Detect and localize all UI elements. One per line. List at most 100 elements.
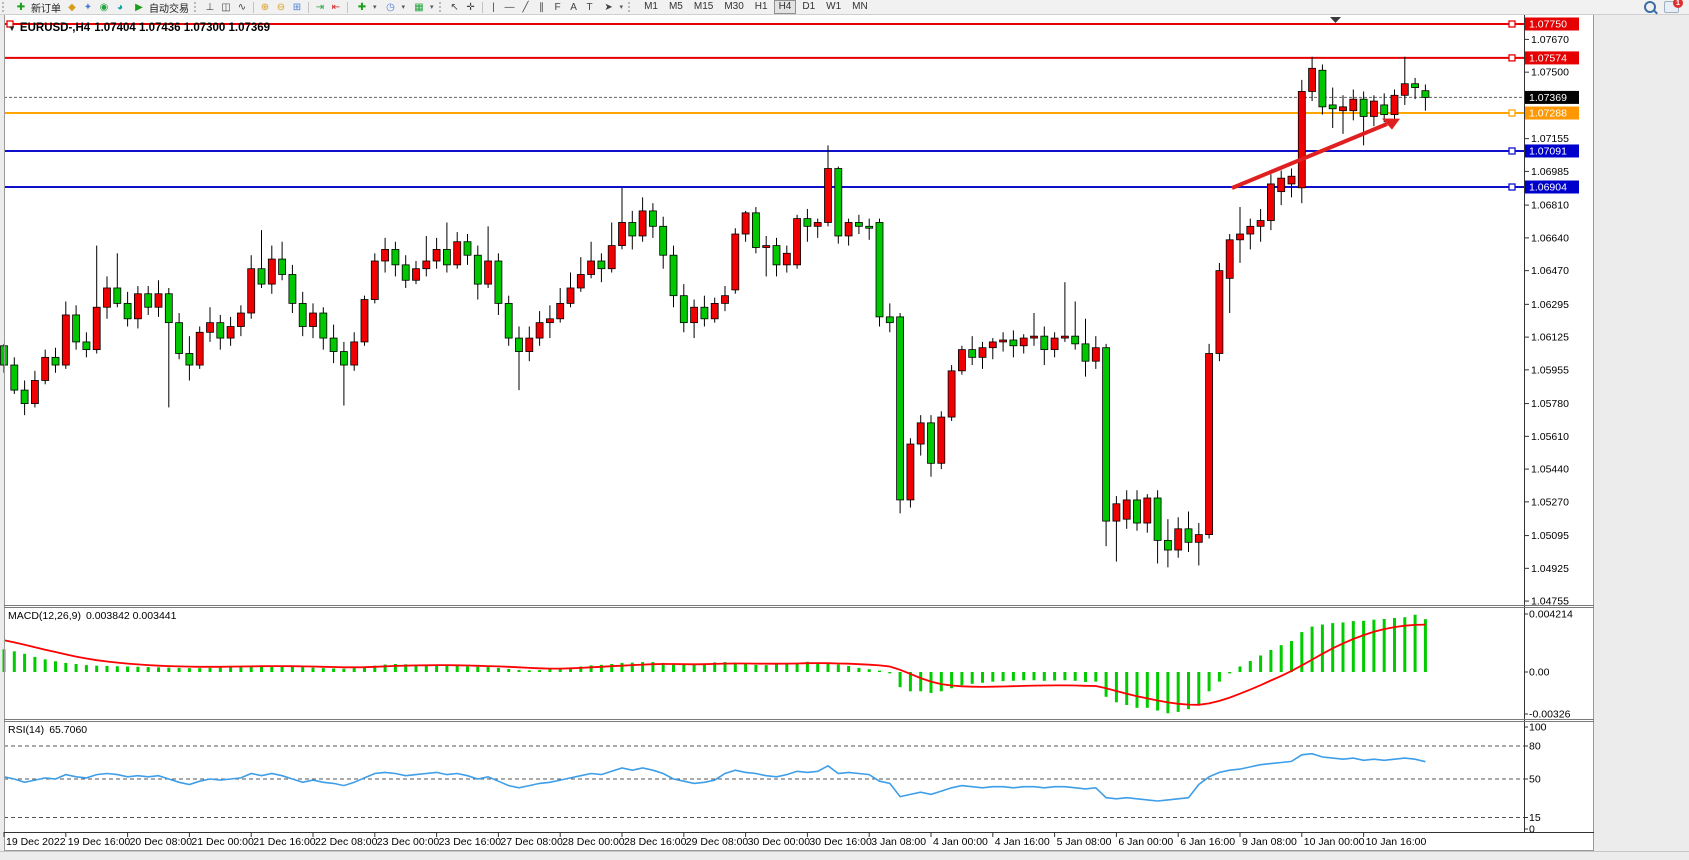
- autotrading-label: 自动交易: [149, 3, 189, 15]
- svg-text:1.06295: 1.06295: [1531, 299, 1569, 311]
- zoom-out-icon[interactable]: ⊖: [276, 1, 286, 13]
- svg-text:30 Dec 00:00: 30 Dec 00:00: [748, 836, 811, 848]
- time-axis: 19 Dec 2022 19 Dec 16:00 20 Dec 08:00 21 De…: [3, 832, 1427, 848]
- fibonacci-icon[interactable]: F: [554, 1, 561, 13]
- svg-text:1.04755: 1.04755: [1531, 596, 1569, 608]
- svg-text:1.05610: 1.05610: [1531, 431, 1569, 443]
- price-badges: 1.07750 1.07574 1.07369 1.07288 1.07091 1.069…: [1525, 17, 1579, 194]
- templates-button[interactable]: ▦ ▾: [408, 1, 437, 14]
- timeframe-mn[interactable]: MN: [852, 1, 868, 12]
- svg-text:4 Jan 00:00: 4 Jan 00:00: [933, 836, 988, 848]
- vertical-line-icon[interactable]: |: [492, 1, 495, 13]
- trendline-icon[interactable]: ╱: [522, 1, 529, 13]
- timeframe-w1[interactable]: W1: [826, 1, 842, 12]
- symbol-period-label: EURUSD-,H4: [19, 22, 91, 34]
- chevron-down-icon: ▾: [430, 4, 434, 11]
- svg-text:1.07369: 1.07369: [1529, 92, 1567, 104]
- tile-windows-icon[interactable]: ⊞: [292, 1, 302, 13]
- ohlc-values: 1.07404 1.07436 1.07300 1.07369: [94, 22, 271, 34]
- svg-text:1.07670: 1.07670: [1531, 34, 1569, 46]
- toolbar-grip[interactable]: [2, 2, 8, 12]
- svg-text:19 Dec 16:00: 19 Dec 16:00: [68, 836, 131, 848]
- bar-chart-icon[interactable]: ⊥: [205, 1, 215, 13]
- market-watch-icon[interactable]: ◆: [68, 1, 76, 13]
- svg-text:-0.00326: -0.00326: [1529, 709, 1571, 721]
- svg-text:3 Jan 08:00: 3 Jan 08:00: [871, 836, 926, 848]
- svg-text:5 Jan 08:00: 5 Jan 08:00: [1057, 836, 1112, 848]
- chart-title: ▼ EURUSD-,H4 1.07404 1.07436 1.07300 1.073…: [8, 22, 274, 34]
- timeframe-m5[interactable]: M5: [668, 1, 683, 12]
- auto-scroll-icon[interactable]: ⇥: [315, 1, 325, 13]
- svg-text:21 Dec 16:00: 21 Dec 16:00: [253, 836, 316, 848]
- terminal-icon[interactable]: ◉: [99, 1, 109, 13]
- macd-values: 0.003842 0.003441: [85, 610, 177, 622]
- trend-arrow[interactable]: [1231, 118, 1400, 190]
- svg-text:80: 80: [1529, 741, 1541, 753]
- chart-background: [4, 14, 1594, 851]
- autotrading-button[interactable]: ▶ 自动交易: [128, 1, 192, 15]
- horizontal-line-icon[interactable]: —: [504, 1, 515, 13]
- timeframe-d1[interactable]: D1: [802, 1, 816, 12]
- pane-borders: [4, 14, 1594, 851]
- timeframe-h1[interactable]: H1: [754, 1, 768, 12]
- svg-text:28 Dec 00:00: 28 Dec 00:00: [562, 836, 625, 848]
- new-order-button[interactable]: ✚ 新订单: [10, 1, 64, 15]
- line-chart-icon[interactable]: ∿: [237, 1, 247, 13]
- svg-text:23 Dec 16:00: 23 Dec 16:00: [439, 836, 502, 848]
- periods-clock-icon: ◷: [386, 1, 395, 13]
- toolbar-grip[interactable]: [438, 2, 445, 12]
- svg-text:1.07155: 1.07155: [1531, 133, 1569, 145]
- svg-text:50: 50: [1529, 774, 1541, 786]
- candlestick-chart-icon[interactable]: ◫: [221, 1, 231, 13]
- timeframe-m30[interactable]: M30: [724, 1, 744, 12]
- timeframe-m1[interactable]: M1: [644, 1, 658, 12]
- svg-text:6 Jan 16:00: 6 Jan 16:00: [1180, 836, 1235, 848]
- svg-text:1.06125: 1.06125: [1531, 332, 1569, 344]
- timeframe-m15[interactable]: M15: [693, 1, 714, 12]
- svg-text:1.06904: 1.06904: [1529, 182, 1567, 194]
- cursor-icon[interactable]: ↖: [450, 1, 459, 13]
- svg-text:30 Dec 16:00: 30 Dec 16:00: [809, 836, 872, 848]
- macd-pane: [2, 614, 1427, 714]
- chevron-down-icon[interactable]: ▼: [8, 24, 16, 33]
- svg-text:10 Jan 16:00: 10 Jan 16:00: [1366, 836, 1427, 848]
- search-icon[interactable]: [1644, 1, 1656, 13]
- navigator-icon[interactable]: ✦: [83, 1, 93, 13]
- macd-name: MACD(12,26,9): [8, 610, 81, 622]
- svg-text:0.004214: 0.004214: [1529, 608, 1573, 620]
- svg-text:10 Jan 00:00: 10 Jan 00:00: [1304, 836, 1365, 848]
- svg-text:1.07750: 1.07750: [1529, 19, 1567, 31]
- timeframe-group: M1 M5 M15 M30 H1 H4 D1 W1 MN: [639, 0, 873, 14]
- toolbar-separator: [481, 1, 483, 13]
- toolbar-separator: [308, 1, 309, 13]
- crosshair-icon[interactable]: ✛: [466, 1, 475, 13]
- rsi-value: 65.7060: [49, 724, 88, 736]
- toolbar-separator: [253, 1, 254, 13]
- toolbar-grip[interactable]: [628, 2, 634, 12]
- text-label-icon[interactable]: T: [586, 1, 593, 13]
- arrows-button[interactable]: ➤ ▾: [598, 1, 627, 14]
- chart-shift-icon[interactable]: ⇤: [331, 1, 341, 13]
- channel-icon[interactable]: ∥: [539, 1, 545, 13]
- svg-text:1.07091: 1.07091: [1529, 146, 1567, 158]
- toolbar-grip[interactable]: [194, 2, 200, 12]
- status-bar: [0, 851, 1689, 860]
- toolbar-separator: [347, 1, 348, 13]
- svg-text:4 Jan 16:00: 4 Jan 16:00: [995, 836, 1050, 848]
- indicators-icon: ✚: [357, 1, 367, 13]
- svg-text:1.05270: 1.05270: [1531, 496, 1569, 508]
- zoom-in-icon[interactable]: ⊕: [260, 1, 270, 13]
- chat-icon[interactable]: 1: [1664, 0, 1683, 13]
- strategy-tester-icon[interactable]: ◕: [116, 1, 124, 13]
- svg-text:15: 15: [1529, 812, 1541, 824]
- svg-text:21 Dec 00:00: 21 Dec 00:00: [191, 836, 254, 848]
- svg-text:1.06470: 1.06470: [1531, 265, 1569, 277]
- timeframe-h4[interactable]: H4: [773, 0, 797, 14]
- indicators-button[interactable]: ✚ ▾: [351, 1, 380, 14]
- text-icon[interactable]: A: [570, 1, 577, 13]
- svg-text:20 Dec 08:00: 20 Dec 08:00: [130, 836, 193, 848]
- periods-button[interactable]: ◷ ▾: [380, 1, 409, 14]
- svg-text:9 Jan 08:00: 9 Jan 08:00: [1242, 836, 1297, 848]
- svg-text:1.07574: 1.07574: [1529, 53, 1567, 65]
